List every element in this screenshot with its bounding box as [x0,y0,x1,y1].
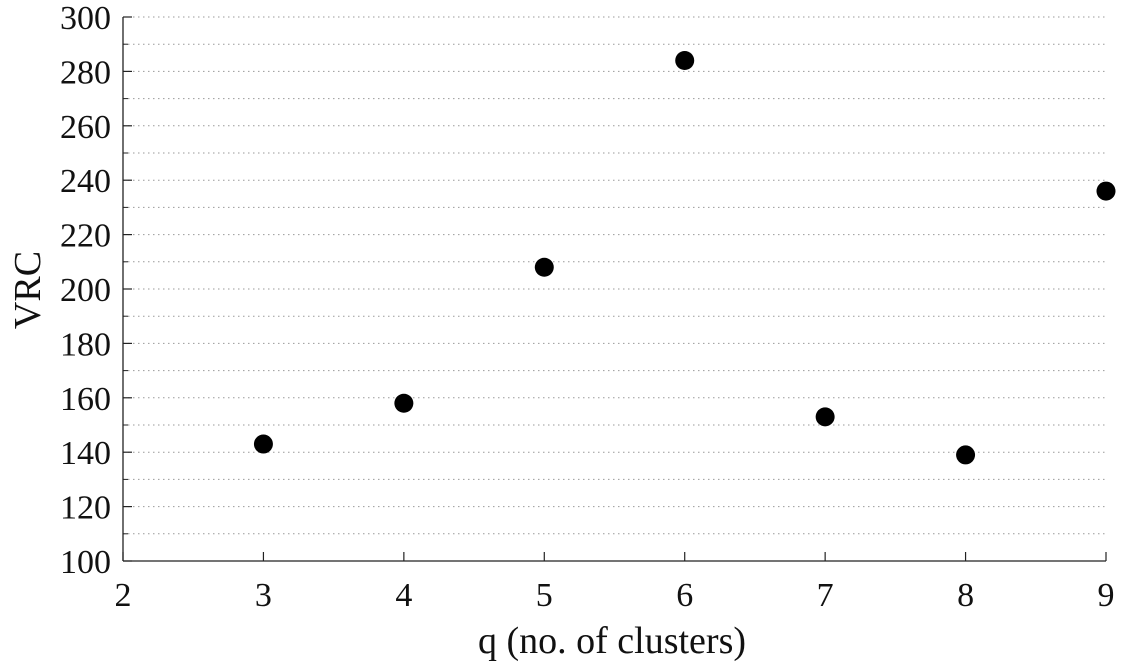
data-point [394,393,414,413]
x-tick-label: 2 [115,577,132,614]
y-tick-label: 280 [60,54,111,91]
data-point [815,407,835,427]
y-tick-label: 240 [60,163,111,200]
y-axis-label: VRC [7,251,49,329]
x-tick-label: 3 [255,577,272,614]
y-tick-label: 200 [60,272,111,309]
y-tick-label: 260 [60,109,111,146]
data-point [956,445,976,465]
data-points [253,51,1116,465]
x-axis-label: q (no. of clusters) [478,620,746,662]
y-tick-label: 100 [60,544,111,581]
x-tick-label: 4 [395,577,412,614]
y-tick-label: 140 [60,435,111,472]
data-point [1096,181,1116,201]
data-point [675,51,695,71]
y-tick-label: 220 [60,218,111,255]
y-tick-label: 120 [60,490,111,527]
x-tick-label: 6 [676,577,693,614]
x-tick-label: 5 [536,577,553,614]
y-axis-ticks: 100 120 140 160 180 200 220 240 260 280 300 [60,0,132,581]
grid-lines [123,16,1106,535]
y-tick-label: 180 [60,326,111,363]
data-point [534,257,554,277]
x-tick-label: 7 [817,577,834,614]
y-tick-label: 160 [60,381,111,418]
y-tick-label: 300 [60,0,111,37]
x-axis-ticks: 2 3 4 5 6 7 8 9 [115,552,1115,614]
x-tick-label: 9 [1098,577,1115,614]
data-point [253,434,273,454]
x-tick-label: 8 [957,577,974,614]
